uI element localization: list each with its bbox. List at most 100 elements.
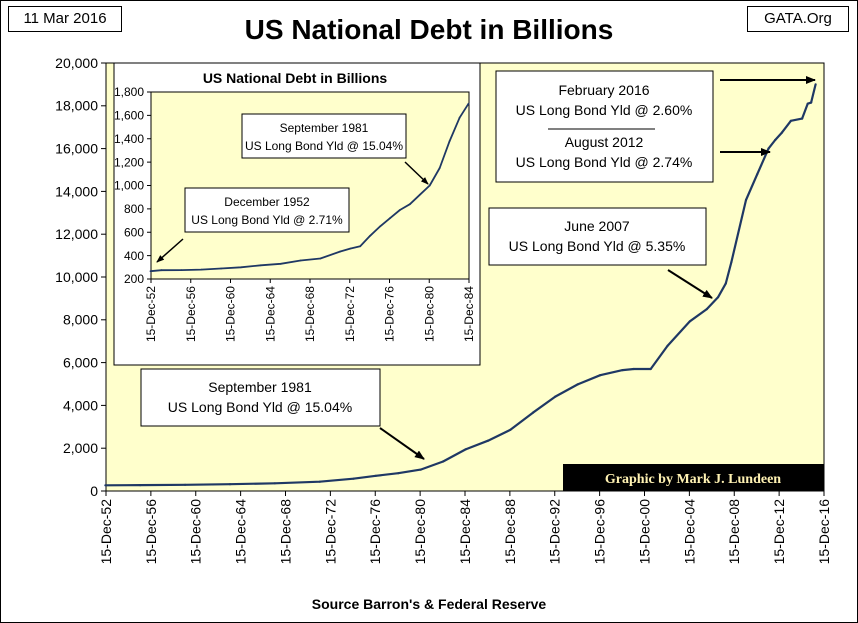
inset-x-tick-label: 15-Dec-56 [184,286,198,342]
inset-y-tick-label: 400 [124,249,144,263]
data-point [352,477,355,480]
inset-data-point [279,262,282,265]
annotation-feb2016-aug2012 [495,70,714,183]
inset-x-tick-label: 15-Dec-64 [263,286,277,342]
data-point [756,173,759,176]
inset-annotation-sep1981 [241,113,407,159]
annotation-feb2016-line2: US Long Bond Yld @ 2.60% [516,102,693,118]
inset-annotation-dec1952 [184,187,350,233]
data-point [486,439,490,442]
y-tick-label: 4,000 [63,397,98,413]
inset-data-point [319,257,322,260]
inset-data-point [339,250,342,253]
data-point [780,131,784,134]
credit-text: Graphic by Mark J. Lundeen [605,472,781,487]
data-point [730,260,733,264]
x-tick-label: 15-Dec-60 [188,499,204,565]
inset-y-tick-label: 200 [124,272,144,286]
x-tick-label: 15-Dec-72 [322,499,338,565]
annotation-jun2007-line2: US Long Bond Yld @ 5.35% [509,238,686,254]
data-point [767,147,770,150]
x-tick-label: 15-Dec-04 [681,499,697,565]
inset-y-tick-label: 1,200 [114,155,144,169]
inset-data-point [160,269,163,272]
inset-x-tick-label: 15-Dec-76 [383,286,397,342]
chart-title: US National Debt in Billions [244,14,614,45]
data-point [442,460,445,463]
inset-data-point [399,209,401,211]
inset-series-line [150,103,470,273]
inset-x-tick-label: 15-Dec-80 [422,286,436,342]
data-point [632,367,635,371]
y-tick-label: 16,000 [55,141,98,157]
inset-x-tick-label: 15-Dec-72 [343,286,357,342]
inset-data-point [359,245,362,248]
data-point [649,367,652,371]
inset-data-point [180,269,183,271]
inset-annotation-sep1981-line2: US Long Bond Yld @ 15.04% [245,139,403,153]
inset-data-point [149,270,152,273]
inset-annotation-dec1952-line2: US Long Bond Yld @ 2.71% [191,213,343,227]
inset-annotation-dec1952-line1: December 1952 [224,195,310,209]
inset-y-tick-label: 1,000 [114,179,144,193]
data-point [724,282,727,285]
inset-data-point [379,225,381,228]
x-tick-label: 15-Dec-92 [547,499,563,565]
data-point [419,468,422,471]
inset-data-point [458,116,461,119]
data-point [621,369,624,372]
inset-y-tick-label: 800 [124,202,144,216]
inset-data-point [389,217,391,220]
y-tick-label: 6,000 [63,355,98,371]
inset-data-point [259,264,262,267]
site-label: GATA.Org [747,6,849,32]
data-point [576,383,579,386]
y-tick-label: 10,000 [55,269,98,285]
annotation-sep1981 [140,368,381,427]
data-point [666,344,669,347]
data-point [810,101,813,104]
data-point [554,395,557,398]
y-tick-label: 18,000 [55,98,98,114]
data-point [744,198,748,202]
y-tick-label: 2,000 [63,440,98,456]
inset-data-point [448,140,451,143]
inset-arrow-dec1952 [156,238,184,263]
x-tick-label: 15-Dec-12 [771,499,787,565]
y-tick-label: 20,000 [55,55,98,71]
data-point [716,296,720,299]
inset-data-point [220,267,223,270]
annotation-jun2007-line1: June 2007 [564,218,630,234]
data-point [509,428,512,431]
arrow-jun2007 [667,269,713,299]
inset-data-point [418,193,421,196]
annotation-feb2016-line1: February 2016 [558,82,649,98]
data-point [104,484,107,487]
y-tick-label: 8,000 [63,312,98,328]
date-label: 11 Mar 2016 [8,6,122,32]
inset-y-tick-label: 600 [124,225,144,239]
inset-title: US National Debt in Billions [203,70,388,86]
inset-data-point [467,102,470,105]
data-point [705,308,708,311]
data-point [228,483,232,486]
x-tick-label: 15-Dec-00 [636,499,652,565]
annotation-aug2012-line2: US Long Bond Yld @ 2.74% [516,154,693,170]
y-tick-label: 12,000 [55,226,98,242]
inset-data-point [349,247,352,250]
inset-data-point [438,167,441,169]
data-point [814,83,817,86]
inset-data-point [200,268,203,271]
y-tick-label: 14,000 [55,183,98,199]
data-point [806,102,809,105]
data-point [688,320,692,323]
arrow-sep1981 [379,427,425,460]
data-point [801,117,804,120]
x-tick-label: 15-Dec-08 [726,499,742,565]
x-tick-label: 15-Dec-68 [277,499,293,565]
data-point [318,480,321,483]
data-point [139,484,142,487]
data-point [464,448,467,451]
inset-data-point [240,266,242,269]
